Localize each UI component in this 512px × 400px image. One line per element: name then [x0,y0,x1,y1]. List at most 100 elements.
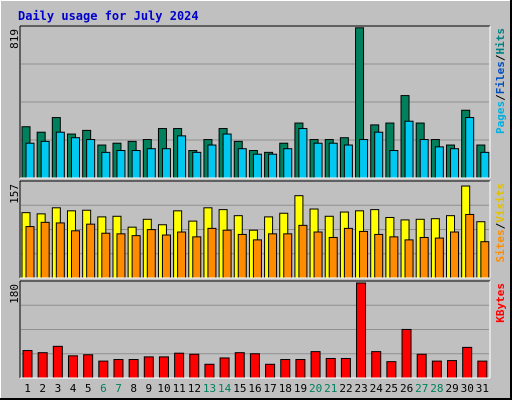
bar-kbytes-day-21 [325,357,336,379]
x-tick-label-13: 13 [203,382,216,395]
bar-sites-day-4 [70,230,80,279]
bar-kbytes-day-24 [371,351,382,379]
bar-sites-day-24 [374,233,384,279]
bar-sites-day-17 [268,233,278,279]
bar-files-day-3 [55,131,65,179]
bar-kbytes-day-13 [204,363,215,379]
legend-part-hits-4: Hits [494,28,507,55]
bar-sites-day-15 [237,233,247,279]
bar-files-day-12 [192,151,202,179]
bar-files-day-2 [40,140,50,179]
bar-sites-day-16 [252,239,262,279]
bar-files-day-17 [268,153,278,179]
panel-kbytes: 180 KBytes [8,280,507,379]
bar-sites-day-7 [116,233,126,279]
bar-files-day-29 [450,148,460,179]
bar-kbytes-day-15 [234,352,245,379]
x-tick-label-29: 29 [445,382,458,395]
bar-kbytes-day-16 [249,353,260,379]
legend-part-hits-2: Files [494,61,507,94]
legend-part-hits-3: / [494,54,507,61]
bar-files-day-22 [343,144,353,179]
bar-sites-day-10 [161,234,171,279]
x-tick-label-2: 2 [39,382,46,395]
x-tick-label-27: 27 [415,382,428,395]
bar-files-day-19 [298,128,308,179]
bar-kbytes-day-23 [356,282,367,379]
x-tick-label-11: 11 [173,382,186,395]
bar-sites-day-20 [313,231,323,279]
bar-kbytes-day-9 [143,356,154,379]
bar-sites-day-1 [25,226,35,279]
bar-sites-day-5 [86,223,96,279]
legend-part-visits-0: Sites [494,229,507,262]
bar-sites-day-23 [359,230,369,279]
bar-files-day-6 [101,151,111,179]
bar-kbytes-day-26 [401,328,412,379]
bar-kbytes-day-10 [158,356,169,379]
bar-sites-day-25 [389,236,399,279]
ymax-label-kbytes: 180 [8,284,21,304]
x-tick-label-15: 15 [233,382,246,395]
bar-sites-day-12 [192,236,202,279]
chart-title: Daily usage for July 2024 [18,9,199,23]
bar-sites-day-31 [480,241,490,279]
x-tick-label-20: 20 [309,382,322,395]
x-axis-day-labels: 1 2 3 4 5 6 7 8 9 10 11 12 13 14 15 16 17 18 19 20 21 22 23 24 2… [24,382,489,395]
bar-kbytes-day-29 [447,360,458,379]
x-tick-label-17: 17 [264,382,277,395]
x-tick-label-8: 8 [130,382,137,395]
bar-files-day-27 [419,139,429,179]
bar-sites-day-2 [40,221,50,279]
bar-sites-day-18 [283,233,293,279]
x-tick-label-31: 31 [476,382,489,395]
legend-part-visits-2: Visits [494,183,507,223]
bar-kbytes-day-27 [416,353,427,379]
x-tick-label-9: 9 [146,382,153,395]
bar-kbytes-day-25 [386,361,397,379]
bar-sites-day-26 [404,239,414,279]
bar-kbytes-day-14 [219,357,230,379]
bar-kbytes-day-22 [340,357,351,379]
bar-sites-day-9 [146,229,156,279]
legend-part-visits-1: / [494,222,507,229]
bar-files-day-14 [222,133,232,179]
x-tick-label-24: 24 [370,382,384,395]
x-tick-label-26: 26 [400,382,413,395]
legend-label-hits: Pages/Files/Hits [494,28,507,134]
bar-sites-day-8 [131,235,141,279]
bar-files-day-13 [207,144,217,179]
bar-kbytes-day-4 [67,355,78,379]
bar-sites-day-22 [343,227,353,279]
legend-part-hits-1: / [494,94,507,101]
legend-part-hits-0: Pages [494,101,507,134]
x-tick-label-25: 25 [385,382,398,395]
x-tick-label-28: 28 [430,382,443,395]
bar-kbytes-day-8 [128,359,139,379]
bar-files-day-1 [25,142,35,179]
panel-visits: 157 Sites/Visits [8,180,507,279]
x-tick-label-30: 30 [461,382,474,395]
bar-sites-day-29 [450,231,460,279]
legend-label-visits: Sites/Visits [494,183,507,263]
bar-files-day-16 [252,153,262,179]
bar-kbytes-day-11 [174,352,185,379]
bar-files-day-4 [70,137,80,179]
bar-kbytes-day-5 [83,354,94,379]
bar-files-day-24 [374,131,384,179]
ymax-label-visits: 157 [8,184,21,204]
bar-files-day-21 [328,142,338,179]
bar-files-day-26 [404,120,414,179]
bar-files-day-9 [146,148,156,179]
x-tick-label-23: 23 [355,382,368,395]
bar-sites-day-28 [434,237,444,279]
bar-files-day-30 [465,117,475,179]
bar-files-day-10 [161,148,171,179]
legend-part-kbytes-0: KBytes [494,283,507,323]
bar-kbytes-day-17 [265,363,276,379]
bar-kbytes-day-31 [477,360,488,379]
x-tick-label-10: 10 [157,382,170,395]
bar-files-day-11 [177,135,187,179]
